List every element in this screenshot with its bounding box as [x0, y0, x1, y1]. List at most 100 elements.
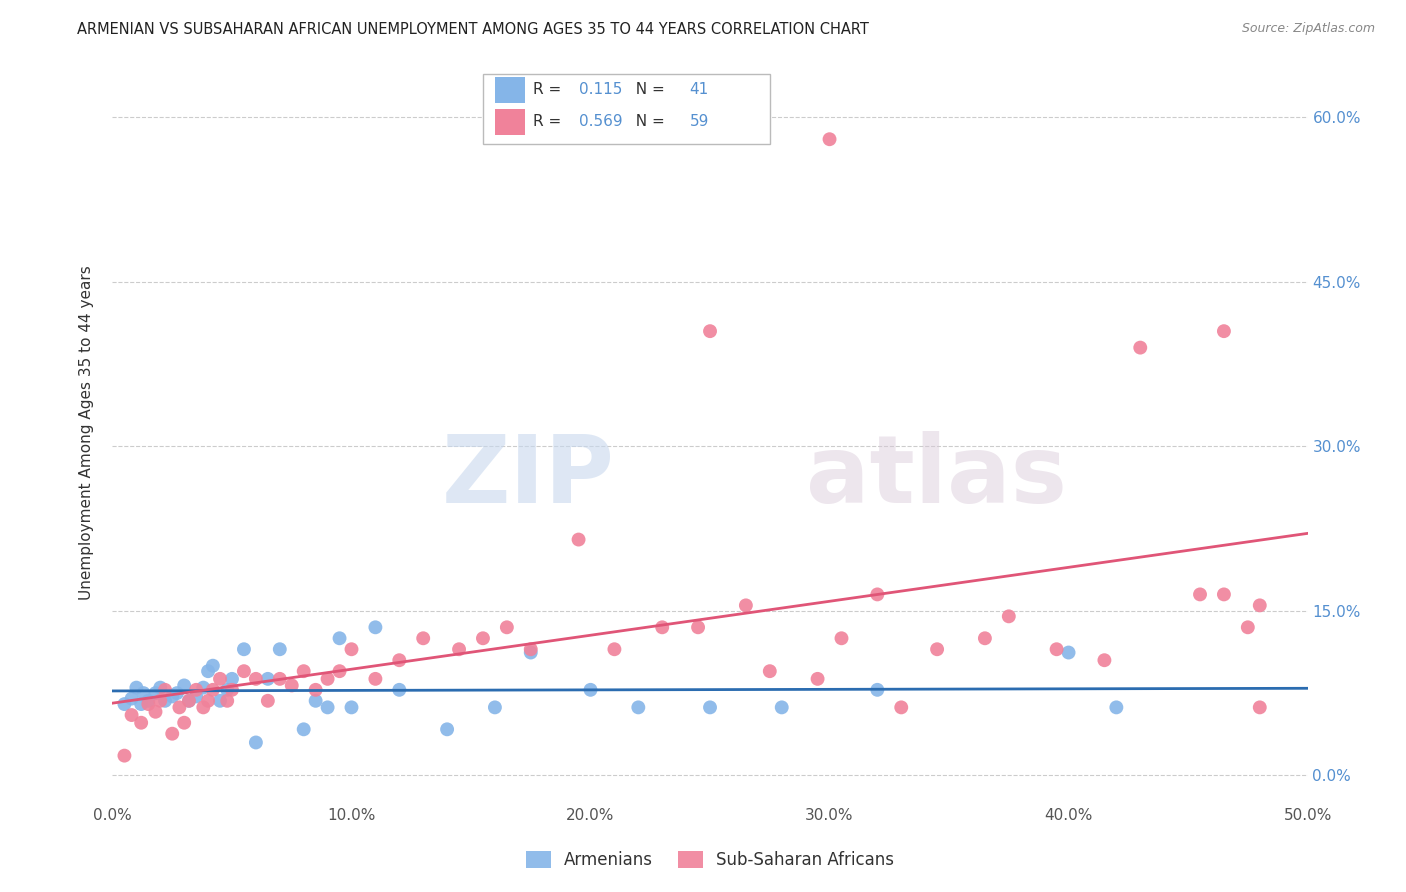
Point	[138, 697, 160, 711]
Point	[1105, 700, 1128, 714]
FancyBboxPatch shape	[495, 77, 524, 103]
Point	[221, 682, 243, 697]
Point	[114, 697, 135, 711]
Point	[169, 700, 191, 714]
Point	[201, 658, 224, 673]
Point	[173, 715, 195, 730]
Point	[735, 599, 758, 613]
Point	[1129, 341, 1152, 355]
Point	[831, 632, 853, 646]
Point	[149, 694, 172, 708]
FancyBboxPatch shape	[495, 109, 524, 135]
Point	[998, 609, 1021, 624]
Point	[145, 686, 167, 700]
Point	[186, 682, 208, 697]
Point	[221, 672, 243, 686]
Text: 0.115: 0.115	[579, 82, 621, 97]
Point	[233, 664, 256, 678]
Point	[472, 632, 495, 646]
Point	[114, 748, 135, 763]
Point	[233, 642, 256, 657]
Point	[974, 632, 997, 646]
Point	[1046, 642, 1069, 657]
Point	[162, 690, 183, 704]
Point	[201, 682, 224, 697]
Point	[927, 642, 949, 657]
Point	[329, 632, 352, 646]
Point	[807, 672, 830, 686]
Point	[1249, 599, 1271, 613]
Y-axis label: Unemployment Among Ages 35 to 44 years: Unemployment Among Ages 35 to 44 years	[79, 265, 94, 600]
Point	[699, 324, 721, 338]
Point	[193, 700, 215, 714]
Point	[197, 694, 219, 708]
Point	[121, 691, 143, 706]
Point	[281, 678, 304, 692]
Point	[866, 682, 889, 697]
Point	[520, 642, 543, 657]
Point	[340, 642, 363, 657]
Point	[145, 705, 167, 719]
Point	[177, 694, 200, 708]
Text: N =: N =	[627, 82, 671, 97]
Text: 59: 59	[690, 114, 709, 129]
Point	[129, 697, 152, 711]
Point	[340, 700, 363, 714]
Text: 41: 41	[690, 82, 709, 97]
Point	[149, 681, 172, 695]
Text: 0.569: 0.569	[579, 114, 623, 129]
Point	[579, 682, 602, 697]
Point	[759, 664, 782, 678]
Point	[699, 700, 721, 714]
Point	[292, 664, 315, 678]
Point	[688, 620, 710, 634]
Point	[627, 700, 650, 714]
Point	[138, 694, 160, 708]
Point	[166, 686, 188, 700]
Point	[121, 708, 143, 723]
Text: atlas: atlas	[806, 431, 1067, 523]
Point	[436, 723, 458, 737]
Point	[1189, 587, 1212, 601]
Point	[496, 620, 519, 634]
Point	[209, 694, 232, 708]
Point	[1213, 324, 1236, 338]
Point	[305, 694, 328, 708]
Point	[153, 694, 176, 708]
Point	[257, 672, 280, 686]
Point	[173, 678, 195, 692]
FancyBboxPatch shape	[484, 73, 770, 144]
Point	[651, 620, 673, 634]
Point	[890, 700, 912, 714]
Point	[153, 682, 176, 697]
Text: Source: ZipAtlas.com: Source: ZipAtlas.com	[1241, 22, 1375, 36]
Point	[186, 690, 208, 704]
Point	[129, 715, 152, 730]
Point	[162, 727, 183, 741]
Point	[447, 642, 470, 657]
Text: R =: R =	[533, 82, 567, 97]
Point	[217, 694, 239, 708]
Point	[770, 700, 793, 714]
Point	[1057, 646, 1080, 660]
Point	[132, 686, 155, 700]
Point	[125, 681, 148, 695]
Point	[520, 646, 543, 660]
Text: N =: N =	[627, 114, 671, 129]
Point	[603, 642, 626, 657]
Point	[269, 642, 291, 657]
Point	[1094, 653, 1116, 667]
Point	[388, 682, 411, 697]
Point	[329, 664, 352, 678]
Point	[269, 672, 291, 686]
Legend: Armenians, Sub-Saharan Africans: Armenians, Sub-Saharan Africans	[519, 845, 901, 876]
Point	[197, 664, 219, 678]
Text: ARMENIAN VS SUBSAHARAN AFRICAN UNEMPLOYMENT AMONG AGES 35 TO 44 YEARS CORRELATIO: ARMENIAN VS SUBSAHARAN AFRICAN UNEMPLOYM…	[77, 22, 869, 37]
Point	[316, 700, 339, 714]
Point	[866, 587, 889, 601]
Point	[1249, 700, 1271, 714]
Point	[257, 694, 280, 708]
Point	[177, 694, 200, 708]
Point	[1213, 587, 1236, 601]
Point	[209, 672, 232, 686]
